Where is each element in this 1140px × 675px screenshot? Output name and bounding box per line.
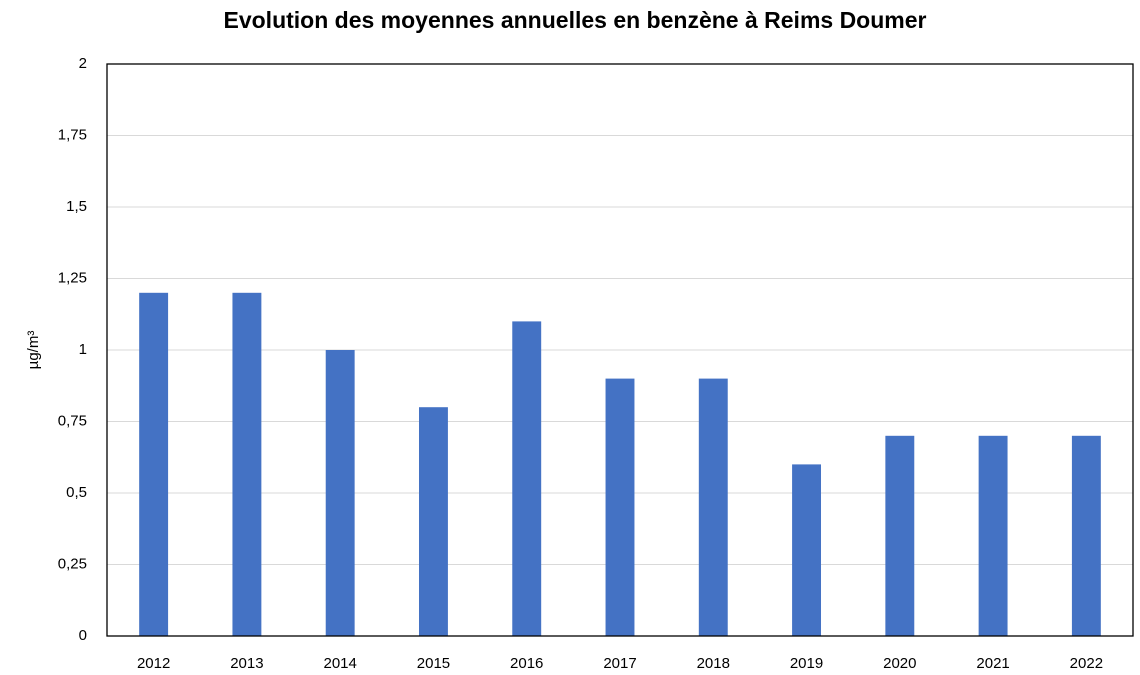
y-tick-label: 1,5 [66, 198, 87, 215]
x-tick-label: 2016 [510, 655, 543, 672]
x-tick-label: 2022 [1070, 655, 1103, 672]
x-tick-label: 2018 [697, 655, 730, 672]
x-tick-label: 2020 [883, 655, 916, 672]
x-tick-label: 2015 [417, 655, 450, 672]
bar [978, 435, 1008, 636]
x-tick-label: 2017 [603, 655, 636, 672]
y-tick-label: 0,5 [66, 484, 87, 501]
y-tick-label: 1,75 [58, 126, 87, 143]
x-tick-label: 2012 [137, 655, 170, 672]
x-tick-label: 2019 [790, 655, 823, 672]
x-tick-label: 2021 [976, 655, 1009, 672]
bar [139, 292, 169, 636]
bar [325, 350, 355, 636]
y-tick-label: 1 [79, 341, 87, 358]
bar [1071, 435, 1101, 636]
bar [885, 435, 915, 636]
x-tick-label: 2014 [323, 655, 356, 672]
y-tick-label: 0 [79, 627, 87, 644]
y-tick-label: 1,25 [58, 269, 87, 286]
y-tick-label: 0,75 [58, 412, 87, 429]
chart-title: Evolution des moyennes annuelles en benz… [224, 7, 927, 33]
y-tick-label: 0,25 [58, 555, 87, 572]
bar [792, 464, 822, 636]
x-tick-label: 2013 [230, 655, 263, 672]
bar [232, 292, 262, 636]
bar [418, 407, 448, 636]
y-tick-label: 2 [79, 55, 87, 72]
bar [698, 378, 728, 636]
y-axis-label: µg/m³ [25, 331, 42, 370]
bar [605, 378, 635, 636]
bar [512, 321, 542, 636]
plot-border [106, 63, 1134, 637]
